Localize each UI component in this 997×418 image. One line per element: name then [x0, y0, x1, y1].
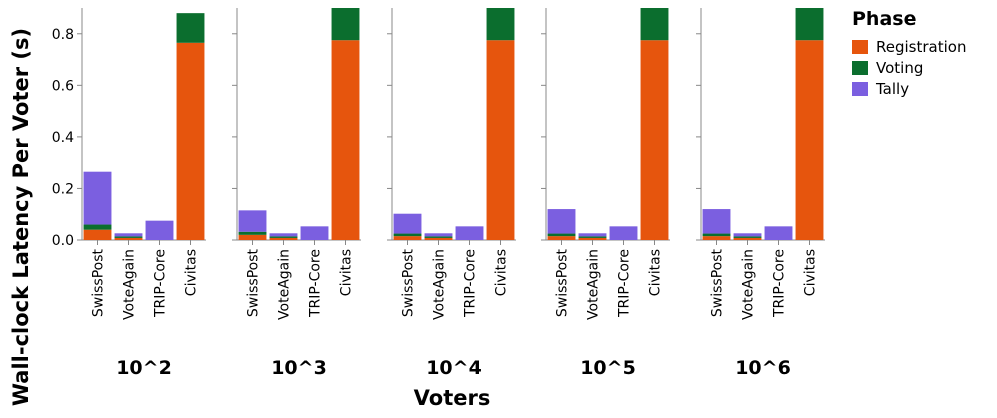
bar-voteagain-voting	[424, 236, 453, 238]
bar-voteagain-tally	[578, 233, 607, 237]
legend-label-registration: Registration	[876, 38, 966, 56]
bar-swisspost-voting	[702, 233, 731, 237]
x-tick-label: SwissPost	[401, 248, 417, 317]
bar-civitas-registration	[176, 42, 205, 240]
facet-label: 10^4	[426, 357, 482, 379]
bar-civitas-registration	[640, 40, 669, 240]
bar-swisspost-voting	[547, 233, 576, 237]
bar-voteagain-tally	[424, 233, 453, 237]
x-tick-label: VoteAgain	[586, 249, 602, 320]
x-tick-label: SwissPost	[91, 248, 107, 317]
bar-voteagain-tally	[114, 233, 143, 237]
bar-swisspost-tally	[393, 213, 422, 234]
bar-voteagain-registration	[578, 237, 607, 240]
y-tick-label: 0.0	[52, 233, 74, 249]
bar-voteagain-voting	[114, 236, 143, 238]
bar-voteagain-registration	[114, 237, 143, 240]
facet-10-4: SwissPost VoteAgain TRIP-Core Civitas 10^4	[387, 8, 516, 379]
legend-swatch-registration	[852, 40, 868, 54]
bar-swisspost-registration	[83, 229, 112, 240]
bar-civitas-voting	[486, 8, 515, 41]
x-tick-label: TRIP-Core	[153, 249, 169, 318]
y-axis-title: Wall-clock Latency Per Voter (s)	[9, 28, 33, 406]
facet-label: 10^3	[271, 357, 327, 379]
x-tick-label: SwissPost	[710, 248, 726, 317]
bar-swisspost-voting	[238, 231, 267, 235]
bar-civitas-voting	[795, 8, 824, 41]
x-tick-label: VoteAgain	[277, 249, 293, 320]
x-axis-title: Voters	[414, 386, 491, 410]
x-tick-label: Civitas	[184, 249, 200, 296]
x-tick-label: TRIP-Core	[308, 249, 324, 318]
bar-swisspost-tally	[83, 171, 112, 225]
bar-civitas-voting	[640, 8, 669, 41]
bar-voteagain-registration	[733, 237, 762, 240]
facet-label: 10^6	[735, 357, 791, 379]
facet-label: 10^2	[116, 357, 172, 379]
facets: 0.0 0.2 0.4 0.6 0.8 SwissPost VoteAgain TRIP-Co…	[52, 8, 825, 379]
bar-trip-core-tally	[455, 226, 484, 240]
legend-label-tally: Tally	[875, 80, 909, 98]
legend: Phase Registration Voting Tally	[852, 8, 966, 98]
bar-civitas-voting	[331, 8, 360, 41]
y-tick-label: 0.8	[52, 27, 74, 43]
x-tick-label: VoteAgain	[741, 249, 757, 320]
bar-swisspost-registration	[547, 236, 576, 240]
facet-label: 10^5	[580, 357, 636, 379]
x-tick-label: VoteAgain	[122, 249, 138, 320]
x-tick-label: VoteAgain	[432, 249, 448, 320]
y-tick-label: 0.6	[52, 78, 74, 94]
x-tick-label: Civitas	[339, 249, 355, 296]
bar-voteagain-voting	[578, 236, 607, 238]
bar-voteagain-registration	[424, 237, 453, 240]
bar-swisspost-tally	[702, 209, 731, 234]
bar-swisspost-voting	[83, 224, 112, 230]
facet-10-5: SwissPost VoteAgain TRIP-Core Civitas 10^5	[541, 8, 670, 379]
bar-civitas-registration	[486, 40, 515, 240]
x-tick-label: Civitas	[494, 249, 510, 296]
bar-swisspost-tally	[547, 209, 576, 234]
facet-10-2: 0.0 0.2 0.4 0.6 0.8 SwissPost VoteAgain TRIP-Co…	[52, 8, 206, 379]
bar-voteagain-voting	[733, 236, 762, 238]
bar-swisspost-registration	[702, 236, 731, 240]
y-tick-label: 0.4	[52, 130, 74, 146]
bar-voteagain-tally	[269, 233, 298, 237]
legend-swatch-tally	[852, 82, 868, 96]
bar-swisspost-voting	[393, 233, 422, 237]
bar-voteagain-voting	[269, 236, 298, 238]
bar-trip-core-tally	[764, 226, 793, 240]
y-tick-label: 0.2	[52, 181, 74, 197]
x-tick-label: TRIP-Core	[772, 249, 788, 318]
x-tick-label: TRIP-Core	[463, 249, 479, 318]
bar-swisspost-registration	[393, 236, 422, 240]
bar-swisspost-tally	[238, 210, 267, 232]
x-tick-label: Civitas	[648, 249, 664, 296]
x-tick-label: Civitas	[803, 249, 819, 296]
x-tick-label: SwissPost	[246, 248, 262, 317]
bar-trip-core-tally	[609, 226, 638, 240]
x-tick-label: TRIP-Core	[617, 249, 633, 318]
bar-civitas-voting	[176, 13, 205, 43]
bar-voteagain-registration	[269, 237, 298, 240]
bar-civitas-registration	[795, 40, 824, 240]
bar-voteagain-tally	[733, 233, 762, 237]
facet-10-6: SwissPost VoteAgain TRIP-Core Civitas 10^6	[696, 8, 825, 379]
legend-label-voting: Voting	[876, 59, 923, 77]
legend-title: Phase	[852, 8, 916, 30]
bar-swisspost-registration	[238, 234, 267, 240]
x-tick-label: SwissPost	[555, 248, 571, 317]
legend-swatch-voting	[852, 61, 868, 75]
bar-trip-core-tally	[300, 226, 329, 240]
facet-10-3: SwissPost VoteAgain TRIP-Core Civitas 10^3	[232, 8, 361, 379]
bar-civitas-registration	[331, 40, 360, 240]
bar-trip-core-tally	[145, 220, 174, 240]
